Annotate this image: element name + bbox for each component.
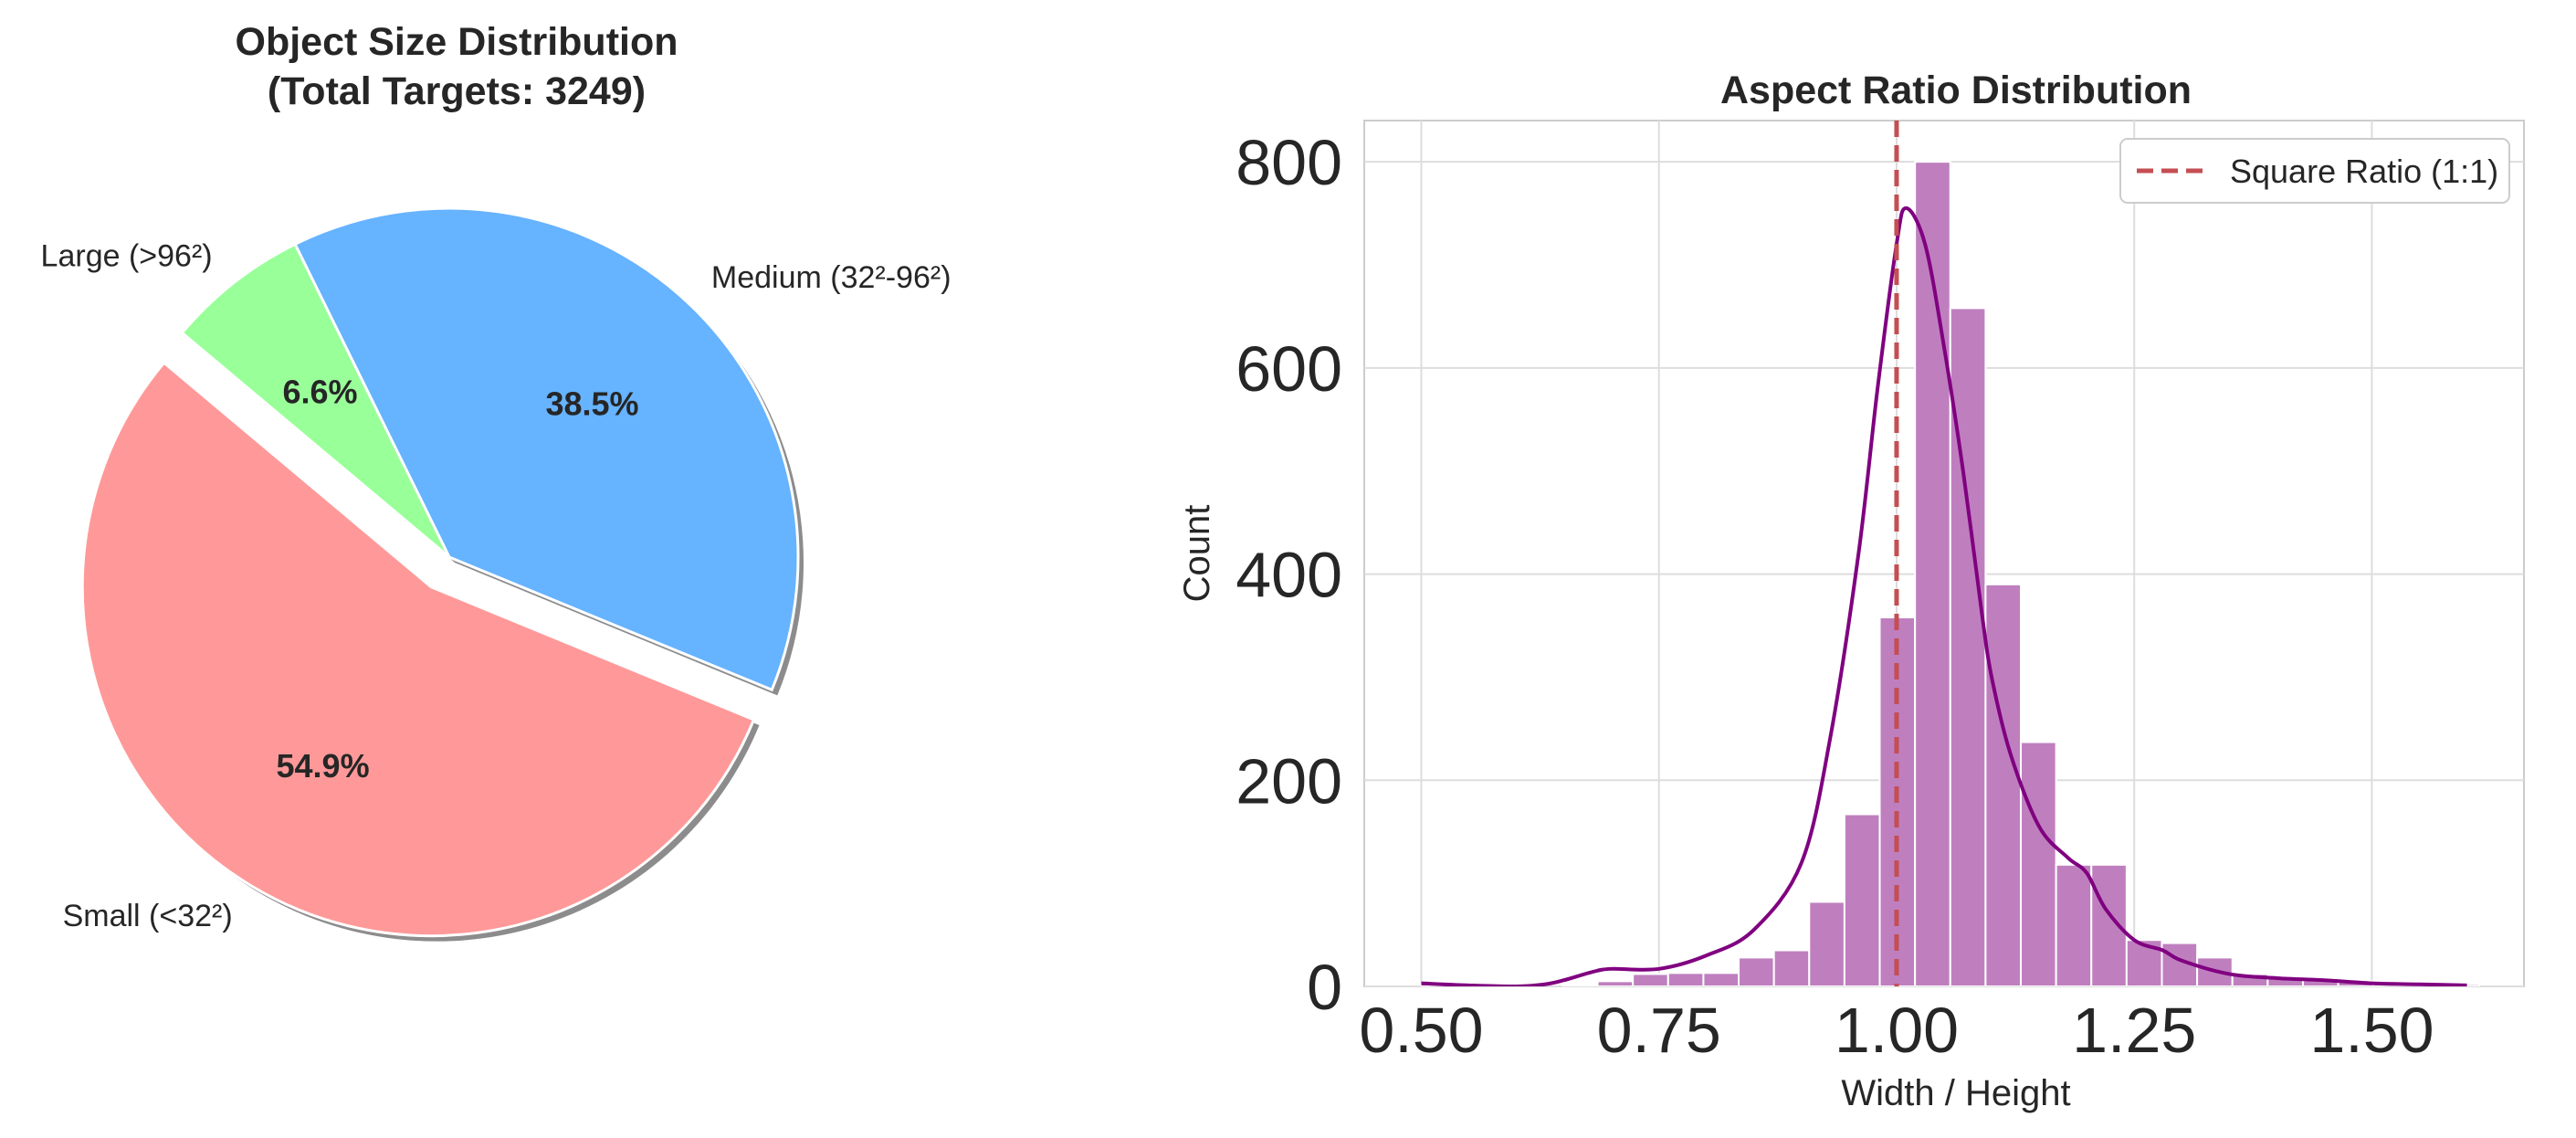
pie-label-small: Small (<32²) <box>63 899 233 933</box>
hist-bar <box>1843 813 1881 986</box>
legend-label: Square Ratio (1:1) <box>2230 153 2498 190</box>
hist-title: Aspect Ratio Distribution <box>1720 68 2192 112</box>
hist-bar <box>1667 972 1705 986</box>
pie-slices <box>80 206 800 938</box>
pie-slice-small <box>80 361 756 938</box>
hist-bar <box>2090 863 2128 986</box>
hist-bar <box>2020 741 2057 986</box>
pie-label-large: Large (>96²) <box>41 238 213 273</box>
legend-box <box>2119 138 2510 204</box>
hist-xlabel: Width / Height <box>1841 1073 2070 1113</box>
pie-title-line2: (Total Targets: 3249) <box>268 69 646 113</box>
x-tick-label: 0.50 <box>1359 995 1483 1066</box>
y-tick-label: 600 <box>1235 333 1342 405</box>
x-tick-label: 1.00 <box>1835 995 1959 1066</box>
x-tick-label: 1.50 <box>2309 995 2434 1066</box>
pie-pct-large: 6.6% <box>282 374 357 411</box>
kde-curve <box>1421 205 2467 986</box>
hist-bar <box>1808 901 1845 986</box>
hist-ylabel: Count <box>1177 505 1217 603</box>
histogram-chart: Aspect Ratio Distribution 0.50 0.75 1.00 1.… <box>1177 68 2525 1113</box>
hist-y-ticks: 0 200 400 600 800 <box>1235 127 1342 1023</box>
y-tick-label: 200 <box>1235 745 1342 817</box>
pie-pct-small: 54.9% <box>277 747 370 785</box>
y-tick-label: 0 <box>1307 952 1342 1023</box>
hist-bar <box>1702 972 1740 986</box>
x-tick-label: 1.25 <box>2072 995 2196 1066</box>
pie-label-medium: Medium (32²-96²) <box>711 260 952 295</box>
pie-chart: Object Size Distribution (Total Targets:… <box>41 20 952 942</box>
hist-legend: Square Ratio (1:1) <box>2119 138 2510 204</box>
hist-bar <box>1738 956 1775 986</box>
pie-slice-large <box>180 242 451 559</box>
y-tick-label: 800 <box>1235 127 1342 198</box>
pie-title-line1: Object Size Distribution <box>236 20 678 64</box>
hist-x-ticks: 0.50 0.75 1.00 1.25 1.50 <box>1359 995 2434 1066</box>
pie-slice-medium <box>293 206 800 692</box>
hist-bar <box>1632 973 1669 986</box>
hist-bar <box>1772 949 1811 986</box>
hist-bar <box>1914 161 1951 986</box>
pie-labels: Small (<32²) 54.9% Medium (32²-96²) 38.5% La… <box>41 238 952 933</box>
x-tick-label: 0.75 <box>1597 995 1721 1066</box>
pie-pct-medium: 38.5% <box>545 385 638 423</box>
y-tick-label: 400 <box>1235 540 1342 611</box>
hist-bar <box>1984 583 2023 986</box>
hist-bar <box>1561 984 1599 986</box>
hist-bar <box>2055 863 2093 986</box>
hist-bar <box>1596 980 1635 986</box>
